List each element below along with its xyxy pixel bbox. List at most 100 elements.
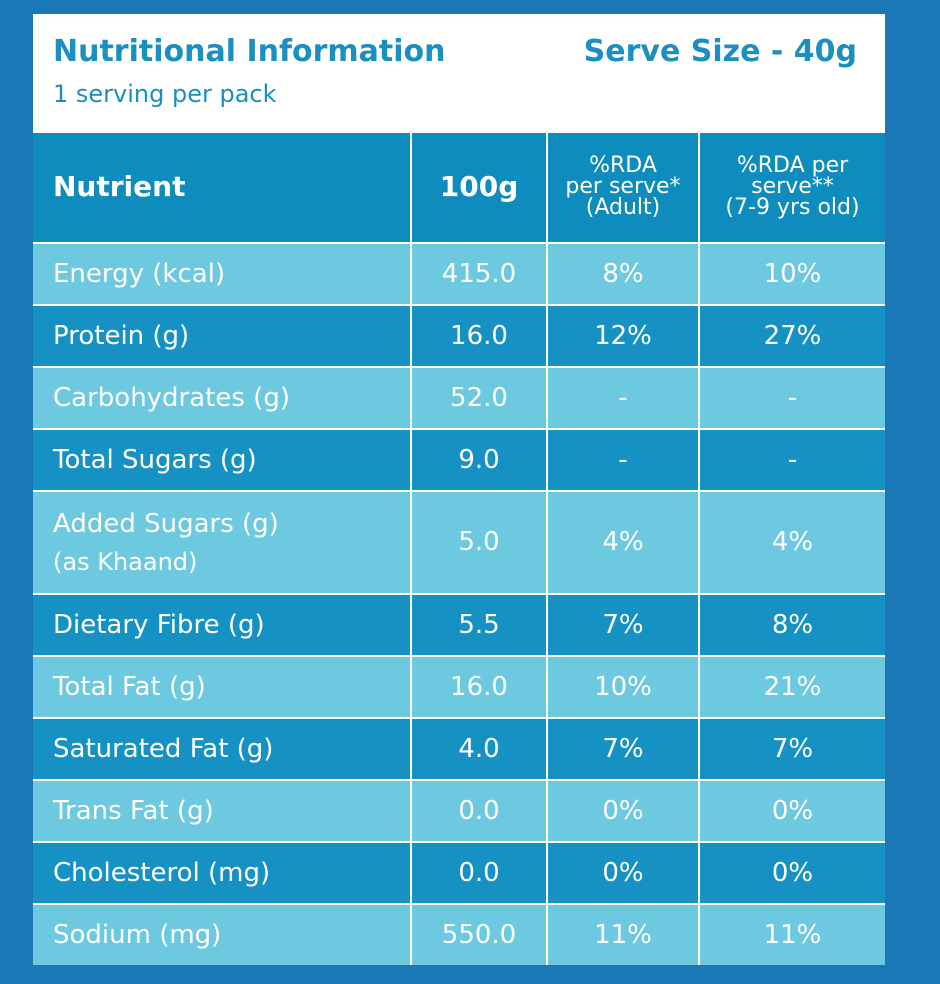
nutrition-table: Nutrient 100g %RDA per serve* (Adult) %RDA pe… xyxy=(33,133,885,965)
value-cell: 5.0 xyxy=(410,492,546,593)
cell-text: Carbohydrates (g) xyxy=(53,382,290,413)
nutrient-cell: Dietary Fibre (g) xyxy=(33,595,410,655)
cell-text: 21% xyxy=(763,671,822,702)
cell-text: Added Sugars (g) xyxy=(53,509,279,539)
value-cell: 550.0 xyxy=(410,905,546,965)
cell-text: - xyxy=(787,444,798,475)
nutrient-cell: Trans Fat (g) xyxy=(33,781,410,841)
cell-text: 4% xyxy=(602,527,644,558)
value-cell: 8% xyxy=(546,244,698,304)
cell-text: 0% xyxy=(602,795,644,826)
value-cell: 7% xyxy=(546,595,698,655)
value-cell: 0.0 xyxy=(410,843,546,903)
table-row: Total Fat (g) 16.0 10% 21% xyxy=(33,655,885,717)
cell-text: 12% xyxy=(594,320,652,351)
table-row: Total Sugars (g) 9.0 - - xyxy=(33,428,885,490)
value-cell: 4% xyxy=(698,492,885,593)
nutrient-cell: Saturated Fat (g) xyxy=(33,719,410,779)
cell-text: 0% xyxy=(602,857,644,888)
cell-text: - xyxy=(787,382,798,413)
value-cell: 11% xyxy=(698,905,885,965)
header-line: Nutrient xyxy=(53,170,186,204)
value-cell: - xyxy=(698,368,885,428)
nutrient-cell: Cholesterol (mg) xyxy=(33,843,410,903)
table-row: Dietary Fibre (g) 5.5 7% 8% xyxy=(33,593,885,655)
value-cell: 7% xyxy=(546,719,698,779)
table-row: Carbohydrates (g) 52.0 - - xyxy=(33,366,885,428)
cell-text: Saturated Fat (g) xyxy=(53,733,274,764)
value-cell: 0% xyxy=(546,781,698,841)
cell-text: 550.0 xyxy=(441,919,517,950)
value-cell: 10% xyxy=(698,244,885,304)
value-cell: 5.5 xyxy=(410,595,546,655)
cell-text: - xyxy=(618,444,628,475)
cell-text: 0.0 xyxy=(458,795,500,826)
cell-text: 16.0 xyxy=(450,320,508,351)
header-line: 100g xyxy=(439,170,519,204)
header: Nutritional Information 1 serving per pa… xyxy=(33,14,885,133)
value-cell: - xyxy=(546,430,698,490)
value-cell: 4.0 xyxy=(410,719,546,779)
header-row: Nutrient 100g %RDA per serve* (Adult) %RDA pe… xyxy=(33,133,885,242)
table-row: Saturated Fat (g) 4.0 7% 7% xyxy=(33,717,885,779)
value-cell: 16.0 xyxy=(410,657,546,717)
nutrient-cell: Carbohydrates (g) xyxy=(33,368,410,428)
column-header: 100g xyxy=(410,133,546,242)
cell-text: Cholesterol (mg) xyxy=(53,857,271,888)
cell-text: 10% xyxy=(594,671,652,702)
value-cell: 7% xyxy=(698,719,885,779)
table-row: Trans Fat (g) 0.0 0% 0% xyxy=(33,779,885,841)
column-header: %RDA per serve* (Adult) xyxy=(546,133,698,242)
value-cell: 10% xyxy=(546,657,698,717)
cell-text: 8% xyxy=(771,609,814,640)
cell-text: 5.5 xyxy=(458,609,500,640)
nutrient-note: (as Khaand) xyxy=(53,547,198,576)
value-cell: - xyxy=(546,368,698,428)
value-cell: 415.0 xyxy=(410,244,546,304)
cell-text: 4% xyxy=(771,527,814,558)
cell-text: 11% xyxy=(763,919,822,950)
cell-text: 10% xyxy=(763,258,822,289)
cell-text: 16.0 xyxy=(450,671,508,702)
nutrient-cell: Total Fat (g) xyxy=(33,657,410,717)
value-cell: 16.0 xyxy=(410,306,546,366)
cell-text: - xyxy=(618,382,628,413)
cell-text: 0.0 xyxy=(458,857,500,888)
value-cell: 0% xyxy=(698,781,885,841)
value-cell: 0.0 xyxy=(410,781,546,841)
table-row: Energy (kcal) 415.0 8% 10% xyxy=(33,242,885,304)
cell-text: 0% xyxy=(771,795,814,826)
nutrient-cell: Energy (kcal) xyxy=(33,244,410,304)
header-line: %RDA per xyxy=(736,153,849,179)
cell-text: 7% xyxy=(602,733,644,764)
value-cell: 11% xyxy=(546,905,698,965)
nutrient-cell: Protein (g) xyxy=(33,306,410,366)
cell-text: 7% xyxy=(771,733,814,764)
value-cell: 52.0 xyxy=(410,368,546,428)
header-line: serve** xyxy=(751,174,834,200)
cell-text: 11% xyxy=(594,919,652,950)
cell-text: Sodium (mg) xyxy=(53,919,222,950)
header-line: per serve* xyxy=(565,174,681,200)
table-row: Sodium (mg) 550.0 11% 11% xyxy=(33,903,885,965)
cell-text: Energy (kcal) xyxy=(53,258,226,289)
cell-text: Dietary Fibre (g) xyxy=(53,609,265,640)
cell-text: 4.0 xyxy=(458,733,500,764)
header-line: (Adult) xyxy=(585,194,661,220)
serve-size: Serve Size - 40g xyxy=(583,34,857,69)
cell-text: 7% xyxy=(602,609,644,640)
cell-text: Protein (g) xyxy=(53,320,190,351)
cell-text: 9.0 xyxy=(458,444,500,475)
table-row: Cholesterol (mg) 0.0 0% 0% xyxy=(33,841,885,903)
value-cell: 21% xyxy=(698,657,885,717)
column-header: Nutrient xyxy=(33,133,410,242)
value-cell: 12% xyxy=(546,306,698,366)
value-cell: 0% xyxy=(698,843,885,903)
value-cell: - xyxy=(698,430,885,490)
cell-text: Total Fat (g) xyxy=(53,671,206,702)
cell-text: 415.0 xyxy=(441,258,517,289)
cell-text: 52.0 xyxy=(450,382,508,413)
value-cell: 0% xyxy=(546,843,698,903)
value-cell: 8% xyxy=(698,595,885,655)
title: Nutritional Information xyxy=(53,34,446,69)
